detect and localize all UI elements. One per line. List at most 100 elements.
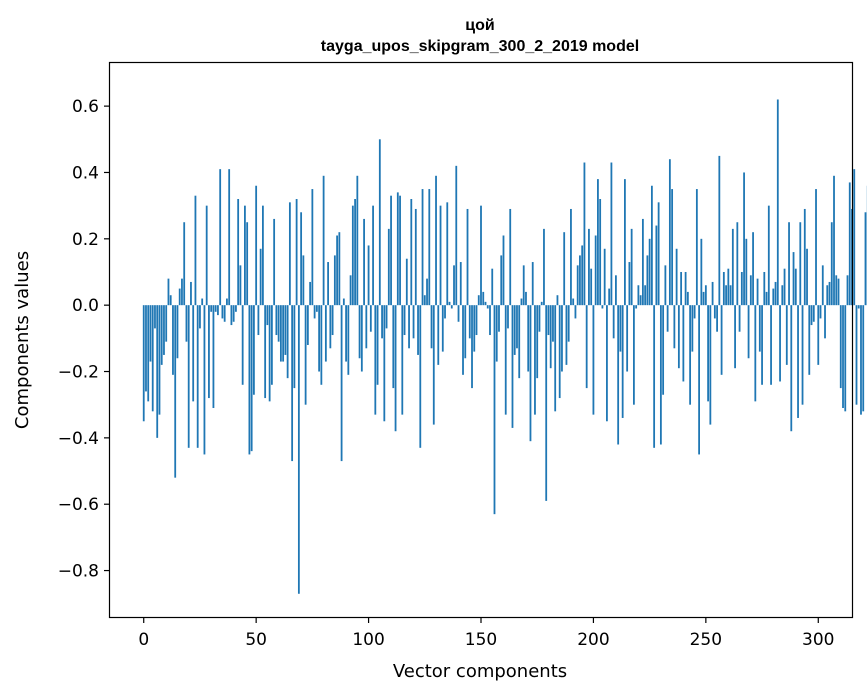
bar-108 <box>385 305 388 329</box>
bar-169 <box>522 265 525 306</box>
bar-76 <box>313 305 316 319</box>
bar-217 <box>630 228 633 306</box>
bar-305 <box>828 281 831 306</box>
bar-266 <box>740 271 743 306</box>
bar-126 <box>426 278 428 306</box>
y-tick-label: −0.6 <box>58 495 99 515</box>
bar-83 <box>329 305 332 349</box>
bar-173 <box>531 262 534 306</box>
bar-120 <box>412 305 415 339</box>
bar-234 <box>668 159 671 306</box>
bar-290 <box>794 268 797 306</box>
bar-199 <box>590 268 593 306</box>
bar-7 <box>158 305 161 415</box>
bar-30 <box>210 305 213 312</box>
bar-210 <box>615 275 617 306</box>
bar-196 <box>583 162 586 306</box>
bar-101 <box>369 305 372 332</box>
bar-226 <box>650 185 653 306</box>
bar-307 <box>833 175 835 306</box>
bar-68 <box>295 199 298 306</box>
bar-106 <box>381 305 383 339</box>
bar-130 <box>435 175 437 306</box>
bar-135 <box>446 202 449 306</box>
bar-253 <box>711 281 714 306</box>
bar-28 <box>205 205 208 306</box>
bar-157 <box>495 305 498 362</box>
bar-227 <box>653 305 656 448</box>
y-axis-ticks: 0.6 0.4 0.2 0.0 −0.2 −0.4 −0.6 −0.8 <box>58 97 110 582</box>
bar-229 <box>657 202 660 306</box>
bar-228 <box>655 225 658 306</box>
bar-25 <box>199 305 201 329</box>
bars-group <box>142 99 867 594</box>
bar-79 <box>320 305 323 385</box>
bar-189 <box>567 305 570 342</box>
bar-168 <box>520 298 523 306</box>
x-tick-label: 250 <box>690 630 722 650</box>
bar-84 <box>331 305 334 336</box>
bar-222 <box>641 218 644 306</box>
bar-244 <box>691 305 694 352</box>
bar-121 <box>414 208 417 306</box>
bar-293 <box>801 305 804 405</box>
bar-64 <box>286 305 289 379</box>
bar-249 <box>702 291 705 306</box>
bar-15 <box>176 305 179 359</box>
bar-202 <box>597 179 599 306</box>
bar-262 <box>731 228 734 306</box>
bar-111 <box>392 305 395 389</box>
bar-45 <box>244 205 246 306</box>
bar-63 <box>284 305 287 355</box>
bar-213 <box>621 305 624 418</box>
bar-177 <box>540 301 543 306</box>
bar-46 <box>246 222 249 306</box>
bar-275 <box>761 305 763 385</box>
bar-143 <box>464 305 467 359</box>
bar-85 <box>333 255 336 306</box>
bar-67 <box>293 305 296 389</box>
bar-318 <box>857 305 860 309</box>
bar-127 <box>428 189 431 306</box>
bar-18 <box>183 222 186 306</box>
bar-141 <box>459 262 462 306</box>
bar-267 <box>743 172 745 306</box>
bar-71 <box>302 255 305 306</box>
bar-133 <box>441 305 444 352</box>
bar-109 <box>387 228 390 306</box>
bar-104 <box>376 305 379 385</box>
bar-91 <box>347 305 350 375</box>
bar-172 <box>529 305 532 442</box>
bar-176 <box>538 305 541 332</box>
bar-236 <box>673 305 676 349</box>
x-axis-ticks: 0 50 100 150 200 250 300 <box>138 617 834 650</box>
bar-238 <box>677 305 680 369</box>
bar-13 <box>172 305 174 375</box>
bar-125 <box>423 295 426 306</box>
bar-223 <box>644 285 647 306</box>
bar-122 <box>417 305 419 355</box>
bar-80 <box>322 175 325 306</box>
bar-42 <box>237 199 240 306</box>
bar-270 <box>749 275 752 306</box>
bar-123 <box>419 305 422 448</box>
bar-301 <box>819 305 822 319</box>
bar-115 <box>401 305 404 415</box>
bar-55 <box>266 305 269 326</box>
bar-281 <box>774 281 777 306</box>
bar-88 <box>340 305 343 462</box>
bar-118 <box>408 305 410 349</box>
bar-211 <box>617 305 620 445</box>
bar-124 <box>421 189 424 306</box>
bar-6 <box>156 305 159 438</box>
bar-269 <box>747 305 750 359</box>
bar-178 <box>543 228 545 306</box>
bar-100 <box>367 245 370 306</box>
bar-250 <box>704 285 707 306</box>
bar-146 <box>471 305 473 389</box>
bar-298 <box>812 305 815 322</box>
bar-0 <box>142 305 145 422</box>
bar-294 <box>803 208 806 306</box>
bar-43 <box>239 265 242 306</box>
